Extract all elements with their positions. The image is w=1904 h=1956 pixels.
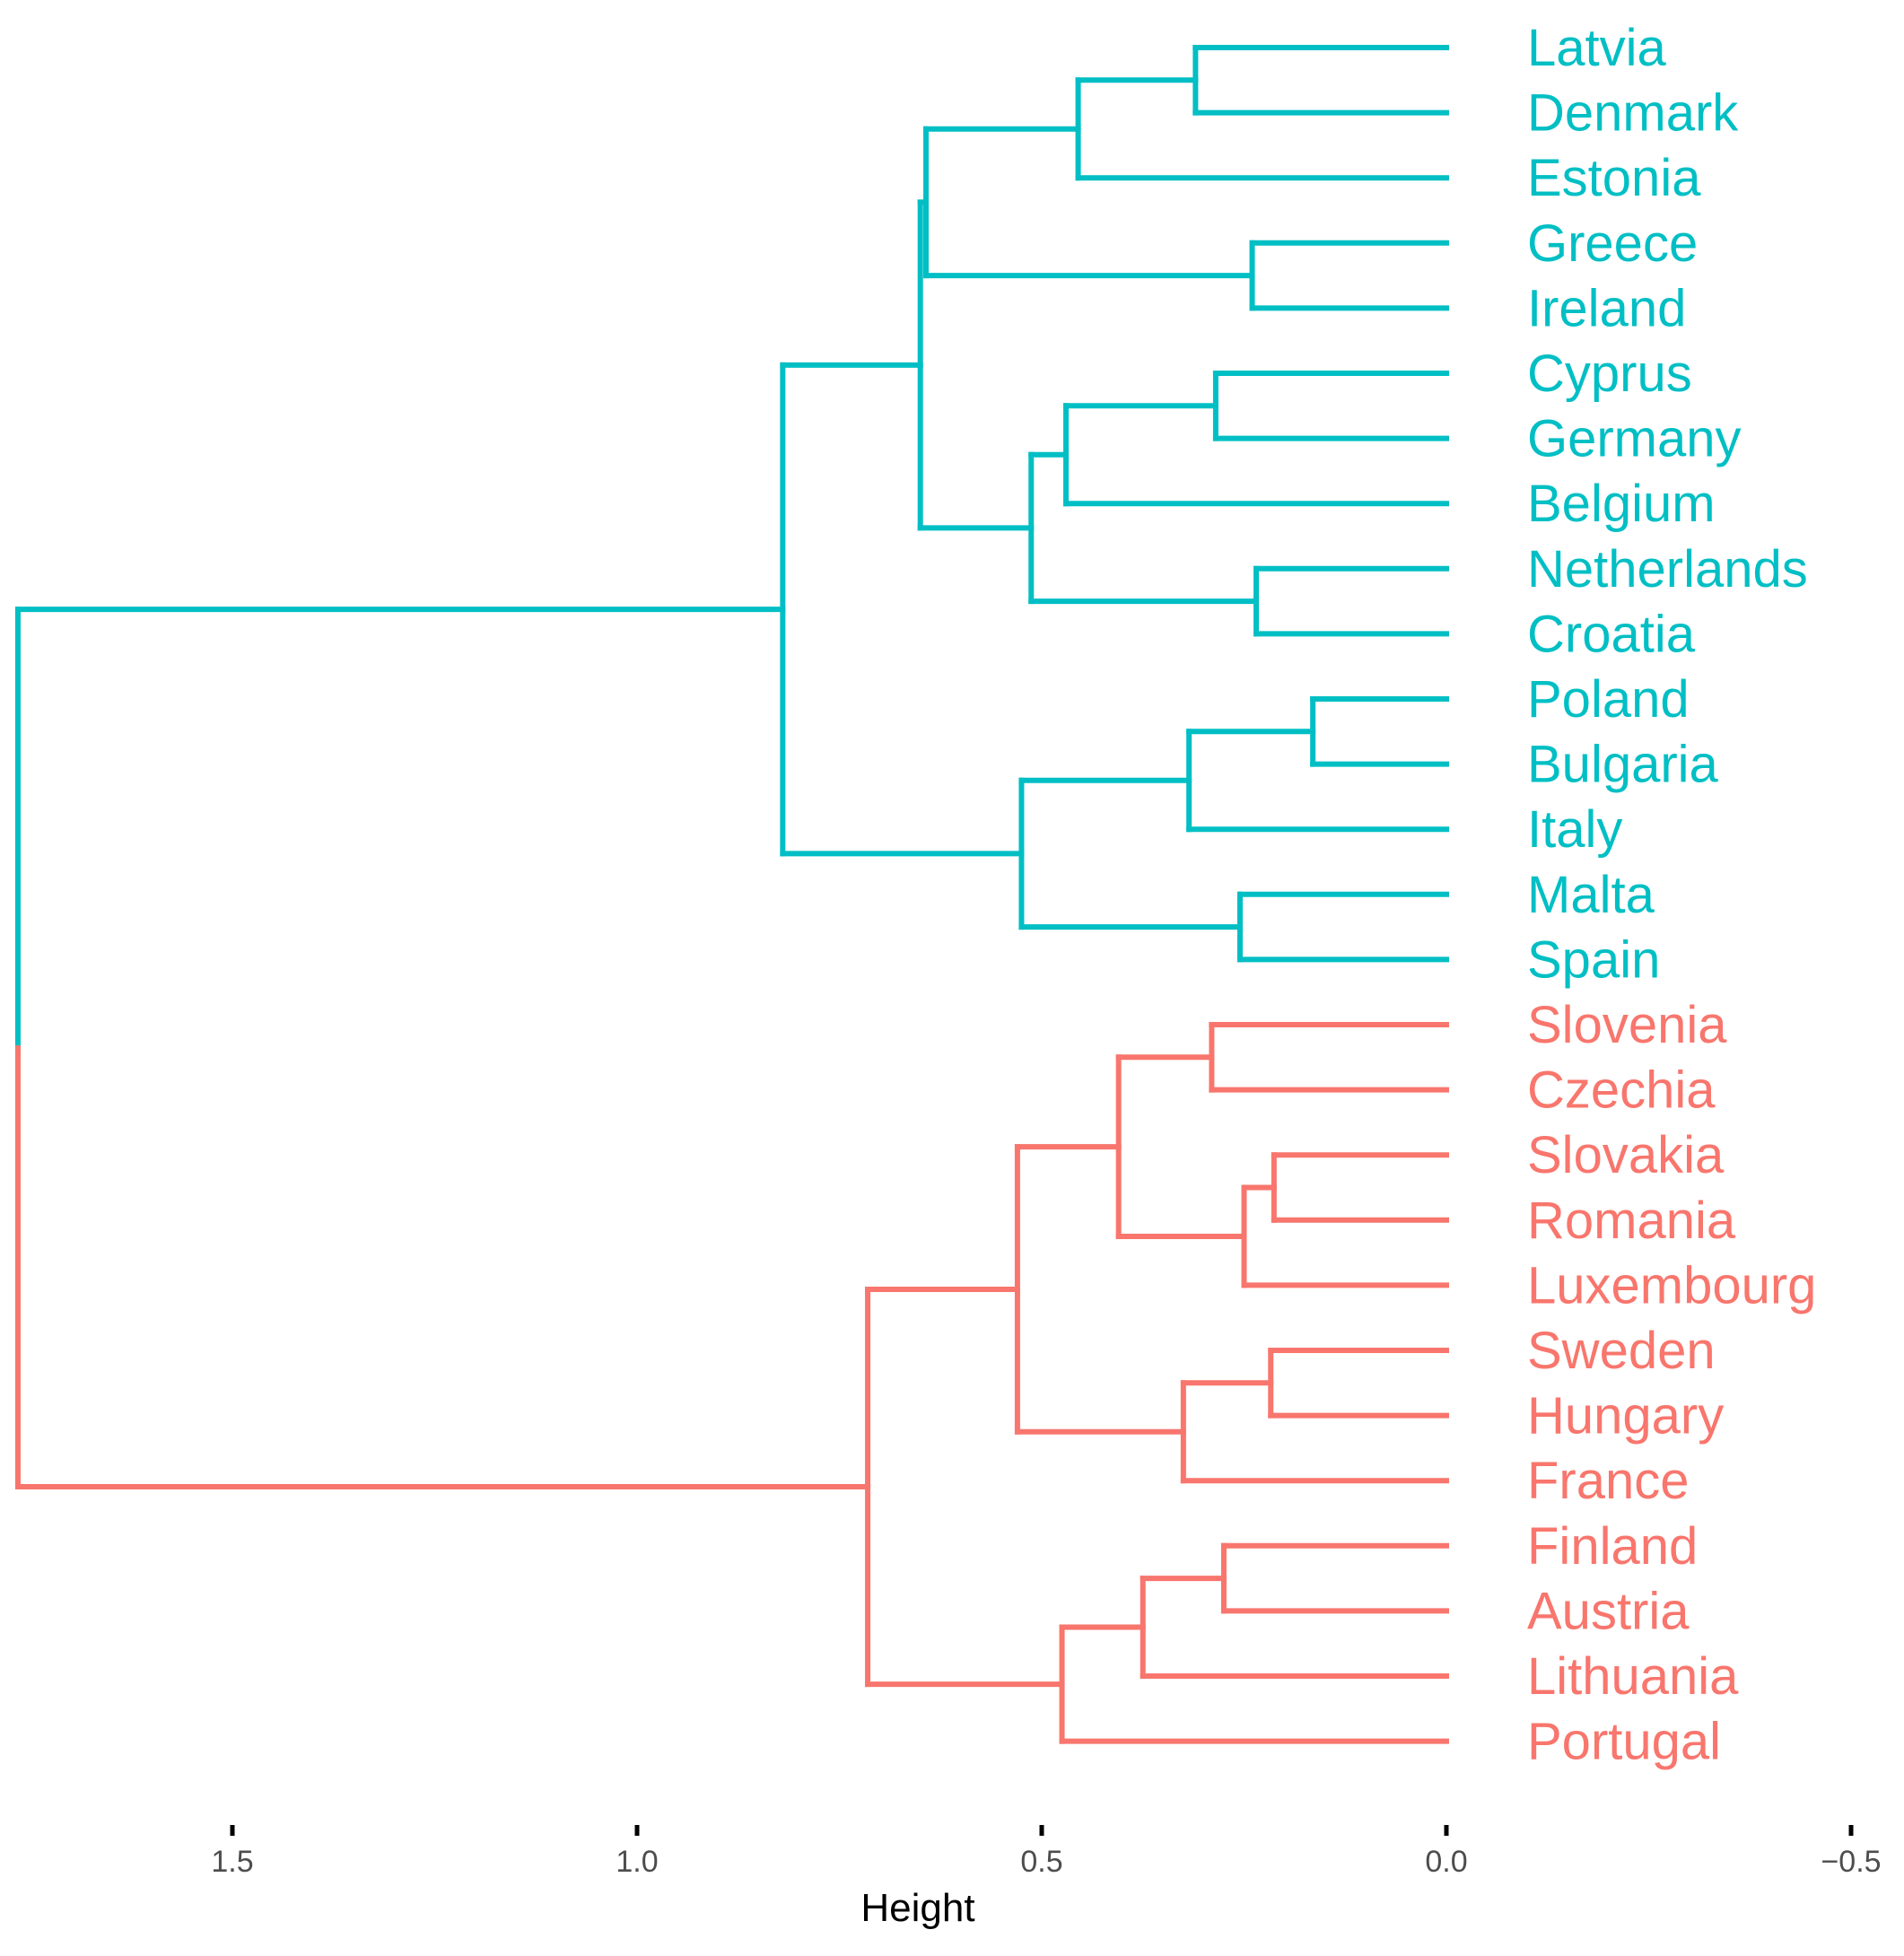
leaf-label-lithuania: Lithuania bbox=[1527, 1647, 1739, 1706]
leaf-label-france: France bbox=[1527, 1452, 1690, 1510]
leaf-label-bulgaria: Bulgaria bbox=[1527, 736, 1719, 794]
leaf-label-croatia: Croatia bbox=[1527, 605, 1696, 663]
leaf-label-czechia: Czechia bbox=[1527, 1061, 1716, 1120]
leaf-label-sweden: Sweden bbox=[1527, 1322, 1716, 1380]
leaf-label-denmark: Denmark bbox=[1527, 84, 1739, 143]
leaf-label-poland: Poland bbox=[1527, 670, 1690, 729]
leaf-label-romania: Romania bbox=[1527, 1192, 1736, 1250]
x-tick-label: 0.5 bbox=[1020, 1845, 1062, 1879]
leaf-label-portugal: Portugal bbox=[1527, 1713, 1721, 1771]
x-tick-label: 0.0 bbox=[1425, 1845, 1467, 1879]
leaf-label-luxembourg: Luxembourg bbox=[1527, 1256, 1816, 1314]
leaf-label-netherlands: Netherlands bbox=[1527, 540, 1808, 598]
x-tick-label: 1.0 bbox=[616, 1845, 658, 1879]
leaf-label-latvia: Latvia bbox=[1527, 19, 1667, 77]
x-axis-title: Height bbox=[860, 1886, 974, 1930]
x-tick-label: 1.5 bbox=[211, 1845, 253, 1879]
leaf-label-cyprus: Cyprus bbox=[1527, 345, 1692, 403]
leaf-label-italy: Italy bbox=[1527, 800, 1622, 859]
x-axis: 1.5 1.0 0.5 0.0 −0.5 bbox=[211, 1825, 1882, 1879]
leaf-label-austria: Austria bbox=[1527, 1582, 1690, 1640]
dendrogram-branches bbox=[14, 45, 1449, 1744]
leaf-label-hungary: Hungary bbox=[1527, 1387, 1724, 1445]
leaf-label-finland: Finland bbox=[1527, 1517, 1698, 1576]
leaf-labels: Latvia Denmark Estonia Greece Ireland Cyprus G… bbox=[1527, 19, 1816, 1771]
x-tick-label: −0.5 bbox=[1821, 1845, 1881, 1879]
leaf-label-spain: Spain bbox=[1527, 930, 1660, 989]
leaf-label-germany: Germany bbox=[1527, 410, 1742, 468]
leaf-label-estonia: Estonia bbox=[1527, 149, 1701, 207]
leaf-label-malta: Malta bbox=[1527, 866, 1655, 924]
leaf-label-belgium: Belgium bbox=[1527, 475, 1716, 533]
leaf-label-slovenia: Slovenia bbox=[1527, 996, 1727, 1054]
leaf-label-slovakia: Slovakia bbox=[1527, 1126, 1725, 1184]
leaf-label-greece: Greece bbox=[1527, 214, 1698, 273]
leaf-label-ireland: Ireland bbox=[1527, 279, 1686, 337]
